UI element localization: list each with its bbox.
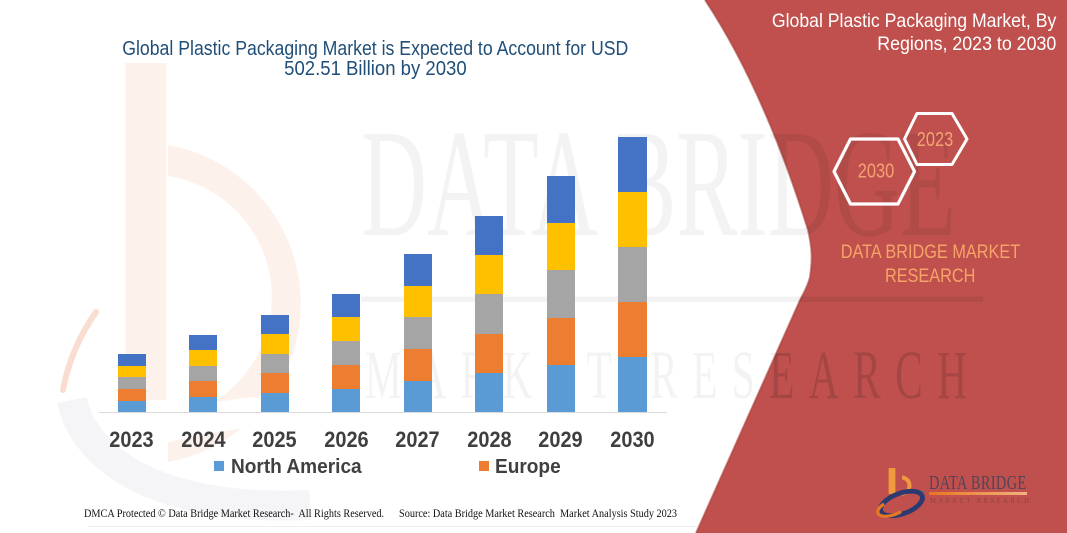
svg-text:2030: 2030 (858, 159, 894, 182)
svg-text:DATA BRIDGE: DATA BRIDGE (361, 99, 956, 269)
svg-text:2023: 2023 (917, 128, 953, 151)
svg-text:MARKET RESEARCH: MARKET RESEARCH (365, 337, 981, 413)
